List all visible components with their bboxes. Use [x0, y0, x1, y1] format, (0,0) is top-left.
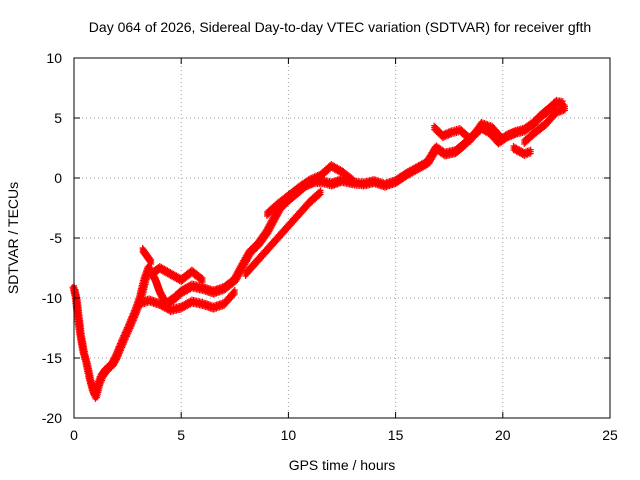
y-tick-label: -20 [42, 410, 62, 426]
x-tick-label: 20 [495, 427, 511, 443]
x-axis-label: GPS time / hours [289, 457, 396, 473]
gridlines [74, 58, 610, 418]
y-axis-label: SDTVAR / TECUs [5, 182, 21, 294]
x-tick-label: 5 [177, 427, 185, 443]
chart-title: Day 064 of 2026, Sidereal Day-to-day VTE… [89, 19, 591, 35]
x-tick-label: 15 [388, 427, 404, 443]
y-tick-label: -5 [50, 230, 63, 246]
y-tick-label: -10 [42, 290, 62, 306]
y-tick-label: 0 [54, 170, 62, 186]
x-tick-label: 25 [602, 427, 618, 443]
chart: Day 064 of 2026, Sidereal Day-to-day VTE… [0, 0, 640, 480]
series-sdtvar [70, 97, 568, 402]
axis-ticks: 0 5 10 15 20 25 -20 -15 -10 -5 0 5 10 [42, 50, 618, 443]
x-tick-label: 0 [70, 427, 78, 443]
x-tick-label: 10 [281, 427, 297, 443]
y-tick-label: 5 [54, 110, 62, 126]
y-tick-label: -15 [42, 350, 62, 366]
y-tick-label: 10 [46, 50, 62, 66]
